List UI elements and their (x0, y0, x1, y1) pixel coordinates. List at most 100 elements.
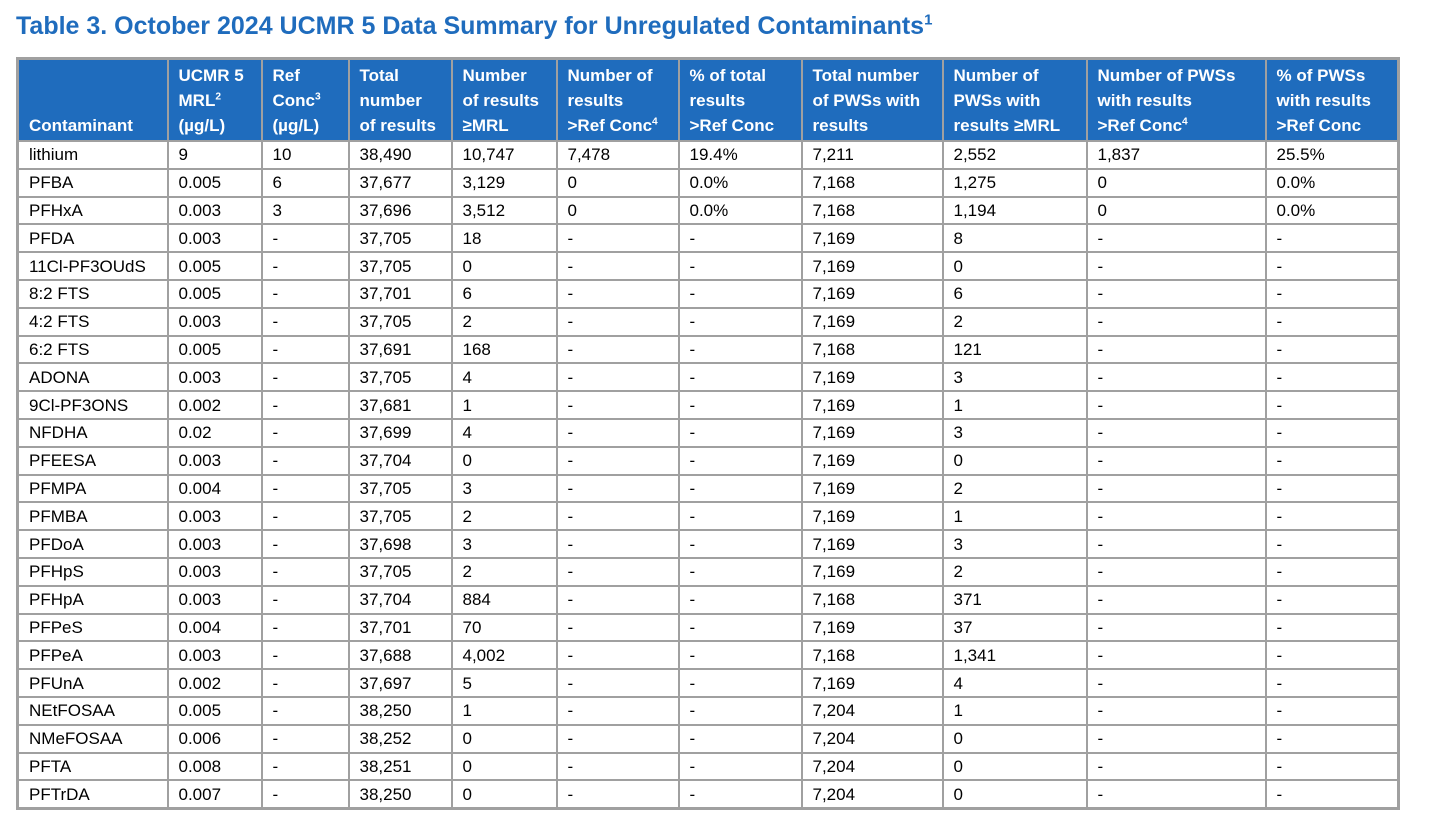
table-cell: - (1085, 417, 1267, 448)
table-cell: - (260, 223, 350, 254)
table-cell: 0.002 (166, 668, 263, 698)
table-cell: - (1085, 251, 1267, 281)
table-cell: PFMBA (16, 501, 169, 532)
table-cell: - (260, 584, 350, 615)
table-cell: 7,169 (800, 223, 944, 254)
table-cell: - (555, 584, 680, 615)
table-cell: 7,169 (800, 445, 944, 476)
footnote-mark: 2 (215, 91, 221, 103)
table-cell: - (1085, 584, 1267, 615)
table-cell: 6 (450, 278, 558, 309)
header-line: >Ref Conc4 (568, 113, 668, 138)
table-cell: - (677, 612, 803, 643)
table-cell: - (1264, 612, 1400, 643)
table-cell: 37,699 (347, 417, 453, 448)
table-cell: - (1264, 445, 1400, 476)
table-cell: - (260, 251, 350, 281)
table-cell: 3 (260, 195, 350, 226)
table-row: PFEESA 0.003-37,704 0- -7,169 0- - (16, 445, 1400, 476)
table-cell: - (677, 695, 803, 726)
table-cell: - (555, 445, 680, 476)
table-cell: - (1264, 362, 1400, 393)
table-cell: 7,169 (800, 417, 944, 448)
header-line: results (689, 91, 746, 110)
header-text: MRL (178, 91, 216, 110)
table-cell: 0.005 (166, 695, 263, 726)
data-table: Contaminant UCMR 5 MRL2 (µg/L) Ref Conc3 (µg/L… (16, 57, 1400, 811)
table-cell: 2 (941, 306, 1088, 337)
table-row: PFPeS 0.004-37,701 70- -7,169 37- - (16, 612, 1400, 643)
table-cell: 0.003 (166, 195, 263, 226)
table-cell: PFHxA (16, 195, 169, 226)
table-cell: 7,204 (800, 751, 944, 782)
table-cell: 37,696 (347, 195, 453, 226)
table-cell: PFBA (16, 167, 169, 198)
table-cell: 8 (941, 223, 1088, 254)
table-cell: - (260, 334, 350, 365)
table-cell: 9Cl-PF3ONS (16, 390, 169, 420)
table-cell: - (1085, 529, 1267, 559)
table-row: NMeFOSAA 0.006-38,252 0- -7,204 0- - (16, 723, 1400, 754)
table-row: PFUnA 0.002-37,697 5- -7,169 4- - (16, 668, 1400, 698)
table-cell: PFTA (16, 751, 169, 782)
footnote-mark: 1 (924, 11, 933, 29)
table-cell: - (677, 417, 803, 448)
table-cell: - (1085, 334, 1267, 365)
header-line: results ≥MRL (953, 116, 1061, 135)
table-cell: - (677, 723, 803, 754)
header-text: >Ref Conc (567, 116, 653, 135)
table-cell: 7,169 (800, 668, 944, 698)
table-cell: 37,698 (347, 529, 453, 559)
table-cell: 7,168 (800, 195, 944, 226)
table-cell: - (555, 251, 680, 281)
table-cell: 0 (941, 723, 1088, 754)
table-cell: - (677, 584, 803, 615)
table-cell: - (555, 612, 680, 643)
table-cell: 2 (450, 501, 558, 532)
header-line: PWSs with (953, 91, 1041, 110)
header-line: (µg/L) (178, 116, 226, 135)
table-cell: 0.0% (1264, 195, 1400, 226)
table-cell: 0.006 (166, 723, 263, 754)
table-row: PFTrDA 0.007-38,250 0- -7,204 0- - (16, 779, 1400, 810)
table-row: PFDA 0.003-37,705 18- -7,169 8- - (16, 223, 1400, 254)
table-cell: NMeFOSAA (16, 723, 169, 754)
table-cell: 4:2 FTS (16, 306, 169, 337)
table-cell: 0 (941, 779, 1088, 810)
table-cell: 0.008 (166, 751, 263, 782)
table-cell: 7,169 (800, 501, 944, 532)
table-cell: 37,705 (347, 501, 453, 532)
table-row: 11Cl-PF3OUdS 0.005-37,705 0- -7,169 0- - (16, 251, 1400, 281)
table-row: PFTA 0.008-38,251 0- -7,204 0- - (16, 751, 1400, 782)
table-cell: 38,252 (347, 723, 453, 754)
table-cell: 0.003 (166, 306, 263, 337)
table-cell: 6 (941, 278, 1088, 309)
table-cell: - (1264, 390, 1400, 420)
table-cell: 7,211 (800, 140, 944, 170)
table-cell: 7,169 (800, 529, 944, 559)
header-line: with results (1097, 91, 1192, 110)
table-cell: - (260, 695, 350, 726)
table-cell: 0.003 (166, 223, 263, 254)
header-line: with results (1276, 91, 1371, 110)
table-cell: 0.005 (166, 167, 263, 198)
table-cell: 1 (941, 501, 1088, 532)
table-cell: PFEESA (16, 445, 169, 476)
header-line: >Ref Conc (1276, 116, 1362, 135)
table-cell: - (1085, 640, 1267, 671)
table-row: NFDHA 0.02-37,699 4- -7,169 3- - (16, 417, 1400, 448)
table-cell: - (1085, 751, 1267, 782)
table-cell: - (1264, 723, 1400, 754)
table-cell: NFDHA (16, 417, 169, 448)
table-cell: 0 (1085, 167, 1267, 198)
column-header: UCMR 5 MRL2 (µg/L) (166, 57, 263, 142)
table-cell: - (1085, 278, 1267, 309)
header-line: % of total (689, 66, 767, 85)
table-cell: - (260, 445, 350, 476)
table-cell: - (1085, 362, 1267, 393)
table-cell: 1 (450, 390, 558, 420)
table-cell: 0.004 (166, 473, 263, 504)
table-cell: 0 (941, 251, 1088, 281)
table-cell: - (260, 473, 350, 504)
table-cell: - (1264, 751, 1400, 782)
